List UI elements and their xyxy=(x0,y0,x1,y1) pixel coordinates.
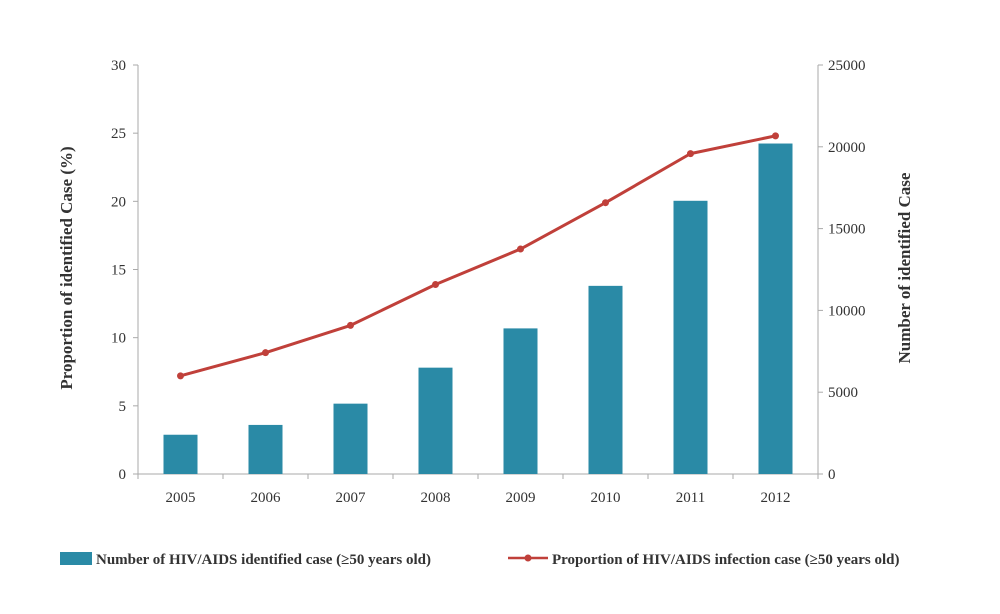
line-series xyxy=(177,132,779,380)
bar xyxy=(333,403,368,474)
y-left-tick-label: 15 xyxy=(111,263,126,279)
bar-series xyxy=(163,143,793,474)
legend-line-label: Proportion of HIV/AIDS infection case (≥… xyxy=(552,552,900,568)
line-point xyxy=(347,321,354,329)
line-point xyxy=(517,245,524,253)
x-tick-label: 2012 xyxy=(761,490,791,506)
y-left-tick-label: 30 xyxy=(111,58,126,74)
y-left-tick-label: 10 xyxy=(111,331,126,347)
y-right-tick-label: 20000 xyxy=(828,140,866,156)
x-tick-label: 2007 xyxy=(336,490,367,506)
x-tick-label: 2008 xyxy=(421,490,451,506)
x-tick-label: 2010 xyxy=(591,490,621,506)
bar xyxy=(588,285,623,474)
series-line xyxy=(180,134,776,378)
x-tick-label: 2011 xyxy=(676,490,705,506)
axes xyxy=(133,64,823,479)
y-right-tick-label: 10000 xyxy=(828,303,866,319)
legend-bar-label: Number of HIV/AIDS identified case (≥50 … xyxy=(96,552,431,568)
bar xyxy=(163,434,198,474)
bar xyxy=(248,424,283,474)
bar xyxy=(758,143,793,474)
bar xyxy=(503,328,538,474)
y-axis-right-title: Number of identified Case xyxy=(895,172,914,363)
y-left-tick-label: 25 xyxy=(111,126,126,142)
y-axis-left-title: Proportion of identified Case (%) xyxy=(57,146,76,389)
x-tick-label: 2009 xyxy=(506,490,536,506)
legend-bar-swatch xyxy=(60,552,92,565)
x-tick-label: 2006 xyxy=(251,490,282,506)
line-point xyxy=(177,372,184,380)
y-left-tick-label: 5 xyxy=(119,399,127,415)
line-point xyxy=(687,150,694,158)
tick-labels: 0 5 10 15 20 25 30 0 5000 10000 15000 20000 25000 200… xyxy=(111,58,866,506)
line-point xyxy=(772,132,779,140)
y-right-tick-label: 0 xyxy=(828,467,836,483)
legend-line-marker xyxy=(524,554,532,562)
bar xyxy=(673,200,708,474)
y-left-tick-label: 20 xyxy=(111,194,126,210)
line-point xyxy=(432,280,439,288)
y-right-tick-label: 15000 xyxy=(828,222,866,238)
y-right-tick-label: 25000 xyxy=(828,58,866,74)
y-left-tick-label: 0 xyxy=(119,467,127,483)
x-tick-label: 2005 xyxy=(166,490,196,506)
bar xyxy=(418,367,453,474)
y-right-tick-label: 5000 xyxy=(828,385,858,401)
legend: Number of HIV/AIDS identified case (≥50 … xyxy=(60,552,900,568)
line-point xyxy=(262,349,269,357)
line-point xyxy=(602,199,609,207)
